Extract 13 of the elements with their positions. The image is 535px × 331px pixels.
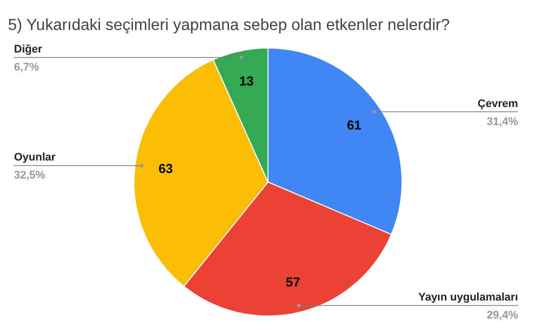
slice-label: Diğer (14, 44, 43, 56)
text: 61 (346, 118, 362, 133)
data-label: 32,5% (14, 170, 46, 182)
data-label: 31,4% (486, 116, 518, 128)
data-label: 6,7% (14, 62, 40, 74)
slice-label: Çevrem (478, 98, 518, 110)
text: 13 (239, 74, 254, 89)
data-label: 29,4% (486, 309, 518, 322)
text: 63 (158, 161, 173, 176)
text: 57 (286, 274, 300, 290)
slice-label: Yayın uygulamaları (418, 291, 518, 304)
chart-title: 5) Yukarıdaki seçimleri yapmana sebep olan etkenler nelerdir? (8, 17, 450, 34)
slice-label: Oyunlar (14, 152, 56, 164)
